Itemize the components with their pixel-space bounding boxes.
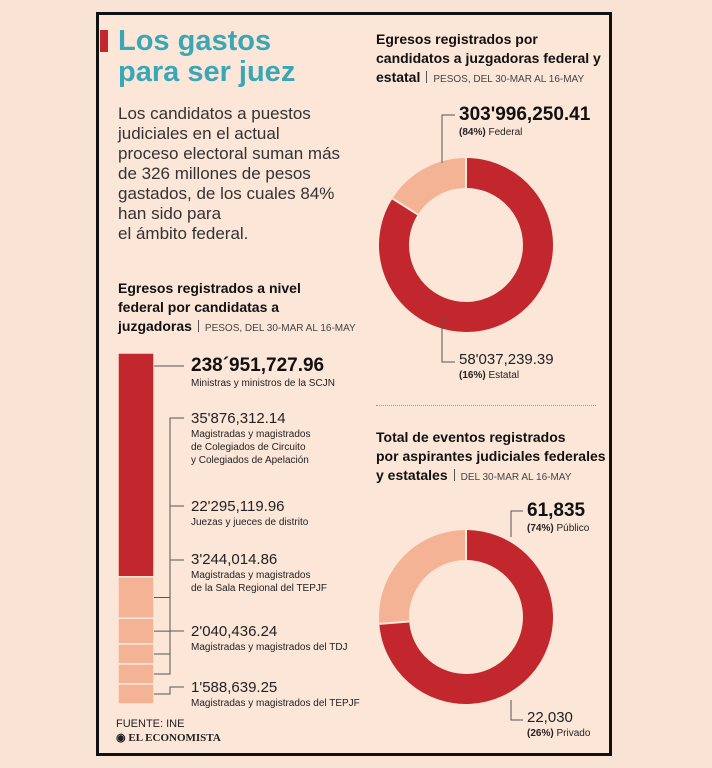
intro-line: proceso electoral suman más — [118, 144, 341, 163]
intro-line: Los candidatos a puestos — [118, 104, 311, 123]
donut-category-label: Estatal — [488, 370, 520, 381]
intro-line: judiciales en el actual — [118, 124, 280, 143]
brand-name: EL ECONOMISTA — [128, 732, 221, 744]
donut-value-label: 61,835 — [527, 500, 586, 521]
bar-caption: Magistradas y magistrados — [191, 570, 311, 581]
bar-caption: Magistradas y magistrados del TEPJF — [191, 698, 360, 709]
bar-label-scjn: 238´951,727.96 Ministras y ministros de … — [191, 355, 335, 390]
bar-caption: Ministras y ministros de la SCJN — [191, 378, 335, 389]
br-title-line: Total de eventos registrados — [376, 429, 566, 445]
donut-value-label: 22,030 — [527, 709, 573, 726]
title-accent-bar — [100, 30, 108, 52]
tr-title-line: candidatos a juzgadoras federal y — [376, 50, 601, 66]
connector-line — [154, 505, 184, 632]
separator — [197, 320, 199, 332]
bar-caption: Juezas y jueces de distrito — [191, 517, 309, 528]
title-line-2: para ser juez — [118, 56, 296, 88]
left-title-line: juzgadoras — [118, 318, 192, 334]
separator — [426, 71, 428, 83]
bottom-right-chart-title: Total de eventos registrados por aspiran… — [376, 428, 606, 487]
intro-line: han sido para — [118, 204, 222, 223]
donut-percent-label: (74%) — [527, 523, 554, 534]
bar-segment — [117, 352, 155, 578]
donut1-label-estatal: 58'037,239.39 (16%) Estatal — [459, 351, 554, 382]
source-note: FUENTE: INE — [116, 718, 185, 730]
bottom-right-chart-subtitle: DEL 30-MAR AL 16-MAY — [460, 472, 572, 483]
connector-line — [154, 417, 184, 599]
bar-value-label: 2'040,436.24 — [191, 623, 278, 640]
left-chart-subtitle: PESOS, DEL 30-MAR AL 16-MAY — [204, 323, 356, 334]
connector-line — [154, 559, 184, 655]
donut-category-label: Privado — [556, 728, 591, 739]
donut-percent-label: (16%) — [459, 370, 486, 381]
bar-segment — [117, 576, 155, 620]
donut2-label-publico: 61,835 (74%) Público — [527, 500, 589, 535]
top-right-chart-subtitle: PESOS, DEL 30-MAR AL 16-MAY — [433, 74, 585, 85]
intro-line: el ámbito federal. — [118, 224, 249, 243]
intro-line: de 326 millones de pesos — [118, 164, 311, 183]
donut-value-label: 303'996,250.41 — [459, 104, 591, 125]
tr-title-line: Egresos registrados por — [376, 31, 538, 47]
bar-segment — [117, 683, 155, 705]
bar-value-label: 1'588,639.25 — [191, 679, 278, 696]
connector-line — [154, 686, 184, 695]
donut-percent-label: (84%) — [459, 127, 486, 138]
donut-percent-label: (26%) — [527, 728, 554, 739]
left-title-line: federal por candidatas a — [118, 299, 280, 315]
intro-text: Los candidatos a puestos judiciales en e… — [118, 104, 350, 244]
separator — [453, 469, 455, 481]
bar-value-label: 238´951,727.96 — [191, 355, 325, 376]
bar-caption: Magistradas y magistrados — [191, 429, 311, 440]
left-title-line: Egresos registrados a nivel — [118, 280, 301, 296]
bar-segment — [117, 663, 155, 685]
bar-value-label: 22'295,119.96 — [191, 498, 285, 515]
bar-caption: Magistradas y magistrados del TDJ — [191, 642, 348, 653]
section-divider — [376, 405, 596, 406]
left-chart-title: Egresos registrados a nivel federal por … — [118, 279, 356, 338]
bar-caption: de la Sala Regional del TEPJF — [191, 583, 328, 594]
donut-category-label: Federal — [488, 127, 523, 138]
bar-segment — [117, 617, 155, 645]
connector-line — [154, 630, 184, 675]
bar-segment — [117, 643, 155, 665]
br-title-line: y estatales — [376, 467, 448, 483]
page-title: Los gastos para ser juez — [118, 26, 295, 88]
bar-label-tepjf: 1'588,639.25 Magistradas y magistrados d… — [191, 679, 360, 710]
tr-title-line: estatal — [376, 69, 421, 85]
bar-value-label: 3'244,014.86 — [191, 551, 278, 568]
top-right-chart-title: Egresos registrados por candidatos a juz… — [376, 30, 601, 89]
bar-caption: y Colegiados de Apelación — [191, 455, 309, 466]
bar-label-jueces: 22'295,119.96 Juezas y jueces de distrit… — [191, 498, 308, 529]
title-line-1: Los gastos — [118, 25, 272, 57]
bar-label-sala-regional: 3'244,014.86 Magistradas y magistrados d… — [191, 551, 327, 595]
donut1-label-federal: 303'996,250.41 (84%) Federal — [459, 104, 590, 139]
bar-label-tdj: 2'040,436.24 Magistradas y magistrados d… — [191, 623, 348, 654]
brand-logo: ◉ EL ECONOMISTA — [116, 732, 221, 744]
bar-caption: de Colegiados de Circuito — [191, 442, 306, 453]
donut-category-label: Público — [556, 523, 590, 534]
br-title-line: por aspirantes judiciales federales — [376, 448, 606, 464]
bar-label-colegiados: 35'876,312.14 Magistradas y magistrados … — [191, 410, 311, 467]
donut2-label-privado: 22,030 (26%) Privado — [527, 709, 590, 740]
intro-line: gastados, de los cuales 84% — [118, 184, 335, 203]
bar-value-label: 35'876,312.14 — [191, 410, 286, 427]
donut-value-label: 58'037,239.39 — [459, 351, 554, 368]
